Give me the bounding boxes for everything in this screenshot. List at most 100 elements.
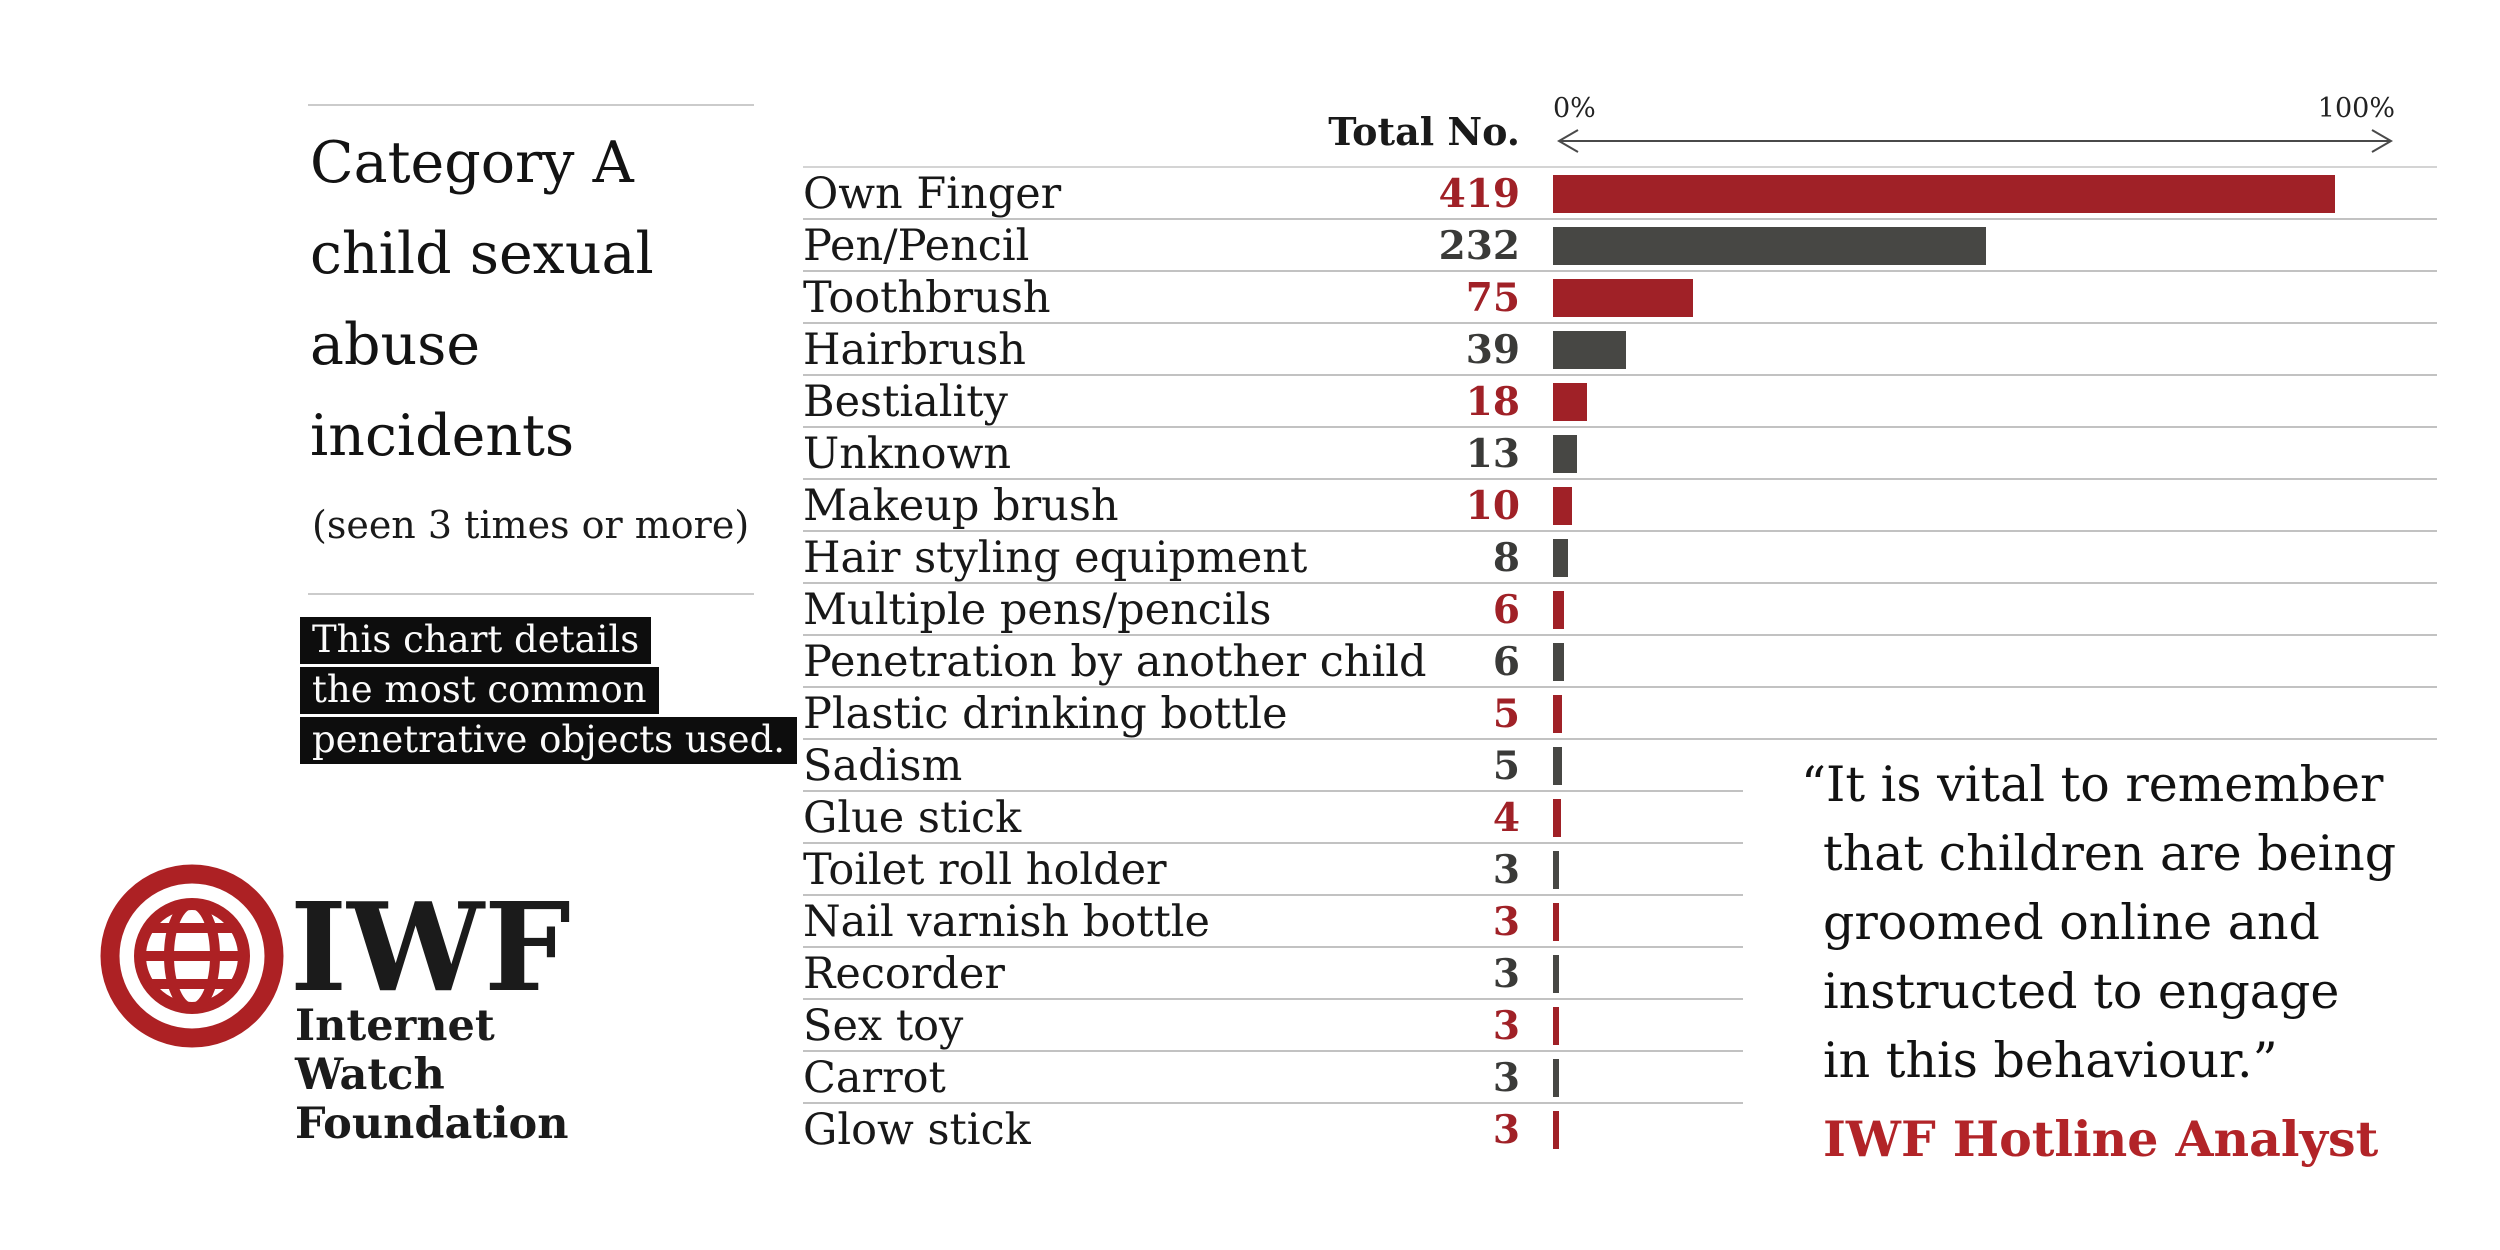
quote-line: groomed online and	[1823, 894, 2320, 951]
chart-rows: Own Finger 419 Pen/Pencil 232 Toothbrush…	[803, 166, 2437, 1156]
chart-row: Sex toy 3	[803, 1000, 2437, 1052]
row-separator	[803, 270, 2437, 272]
row-separator	[803, 478, 2437, 480]
page-title-line: Category A	[310, 130, 634, 196]
row-separator	[803, 1102, 1743, 1104]
chart-row: Penetration by another child 6	[803, 636, 2437, 688]
row-value: 3	[1492, 951, 1520, 997]
row-value: 13	[1465, 431, 1520, 477]
row-label: Glow stick	[803, 1105, 1031, 1155]
row-label: Own Finger	[803, 169, 1062, 219]
logo-name-line: Internet	[295, 1001, 495, 1051]
row-label: Plastic drinking bottle	[803, 689, 1288, 739]
bar	[1553, 799, 1561, 837]
mid-rule	[308, 593, 754, 595]
row-label: Toothbrush	[803, 273, 1051, 323]
row-label: Sadism	[803, 741, 963, 791]
quote-line: that children are being	[1823, 825, 2397, 882]
chart-row: Own Finger 419	[803, 166, 2437, 220]
bar	[1553, 331, 1626, 369]
row-separator	[803, 1050, 1743, 1052]
bar	[1553, 175, 2335, 213]
chart-row: Recorder 3	[803, 948, 2437, 1000]
chart-note-line: This chart details	[300, 617, 652, 664]
row-value: 3	[1492, 1107, 1520, 1153]
row-separator	[803, 634, 2437, 636]
page-title-line: child sexual	[310, 221, 654, 287]
bar	[1553, 227, 1986, 265]
axis-max-label: 100%	[2317, 93, 2395, 124]
chart-row: Bestiality 18	[803, 376, 2437, 428]
bar	[1553, 539, 1568, 577]
bar	[1553, 1007, 1559, 1045]
row-separator	[803, 946, 1743, 948]
row-label: Hair styling equipment	[803, 533, 1308, 583]
quote-line: “It is vital to remember	[1801, 756, 2384, 813]
row-value: 39	[1465, 327, 1520, 373]
axis-min-label: 0%	[1553, 93, 1596, 124]
chart-row: Toilet roll holder 3	[803, 844, 2437, 896]
globe-icon	[100, 864, 284, 1048]
row-separator	[803, 582, 2437, 584]
chart-row: Multiple pens/pencils 6	[803, 584, 2437, 636]
chart-row: Makeup brush 10	[803, 480, 2437, 532]
row-separator	[803, 842, 1743, 844]
total-column-header: Total No.	[1328, 109, 1520, 154]
bar	[1553, 955, 1559, 993]
page-subtitle: (seen 3 times or more)	[312, 503, 750, 547]
bar	[1553, 383, 1587, 421]
row-value: 3	[1492, 1003, 1520, 1049]
row-value: 419	[1438, 171, 1520, 217]
row-value: 3	[1492, 1055, 1520, 1101]
row-value: 6	[1492, 639, 1520, 685]
row-label: Toilet roll holder	[803, 845, 1167, 895]
row-label: Makeup brush	[803, 481, 1119, 531]
chart-row: Unknown 13	[803, 428, 2437, 480]
row-value: 8	[1492, 535, 1520, 581]
bar	[1553, 747, 1563, 785]
chart-row: Glow stick 3	[803, 1104, 2437, 1156]
bar	[1553, 591, 1565, 629]
chart-row: Sadism 5	[803, 740, 2437, 792]
row-value: 4	[1492, 795, 1520, 841]
row-value: 232	[1438, 223, 1520, 269]
row-separator	[803, 426, 2437, 428]
chart-row: Nail varnish bottle 3	[803, 896, 2437, 948]
quote-line: instructed to engage	[1823, 963, 2340, 1020]
bar	[1553, 279, 1693, 317]
row-separator	[803, 530, 2437, 532]
bar	[1553, 1111, 1559, 1149]
row-separator	[803, 218, 2437, 220]
row-value: 3	[1492, 847, 1520, 893]
row-separator	[803, 738, 2437, 740]
quote: “It is vital to remember that children a…	[1801, 750, 2481, 1174]
row-value: 10	[1465, 483, 1520, 529]
chart-row: Glue stick 4	[803, 792, 2437, 844]
chart-row: Toothbrush 75	[803, 272, 2437, 324]
row-label: Unknown	[803, 429, 1012, 479]
row-separator	[803, 894, 1743, 896]
chart-note-line: the most common	[300, 667, 659, 714]
top-rule	[308, 104, 754, 106]
row-label: Nail varnish bottle	[803, 897, 1210, 947]
row-label: Glue stick	[803, 793, 1022, 843]
row-separator	[803, 374, 2437, 376]
row-value: 3	[1492, 899, 1520, 945]
row-label: Hairbrush	[803, 325, 1026, 375]
logo-name: Internet Watch Foundation	[295, 1002, 568, 1149]
quote-attribution: IWF Hotline Analyst	[1823, 1110, 2379, 1168]
row-value: 5	[1492, 691, 1520, 737]
row-separator	[803, 790, 1743, 792]
page-title-line: abuse	[310, 312, 481, 378]
chart-row: Pen/Pencil 232	[803, 220, 2437, 272]
axis-arrow-icon	[1557, 129, 2393, 153]
page-title-line: incidents	[310, 403, 575, 469]
row-separator	[803, 322, 2437, 324]
logo-name-line: Foundation	[295, 1099, 569, 1149]
bar	[1553, 903, 1559, 941]
chart-row: Carrot 3	[803, 1052, 2437, 1104]
row-value: 5	[1492, 743, 1520, 789]
row-label: Carrot	[803, 1053, 946, 1103]
row-label: Bestiality	[803, 377, 1008, 427]
